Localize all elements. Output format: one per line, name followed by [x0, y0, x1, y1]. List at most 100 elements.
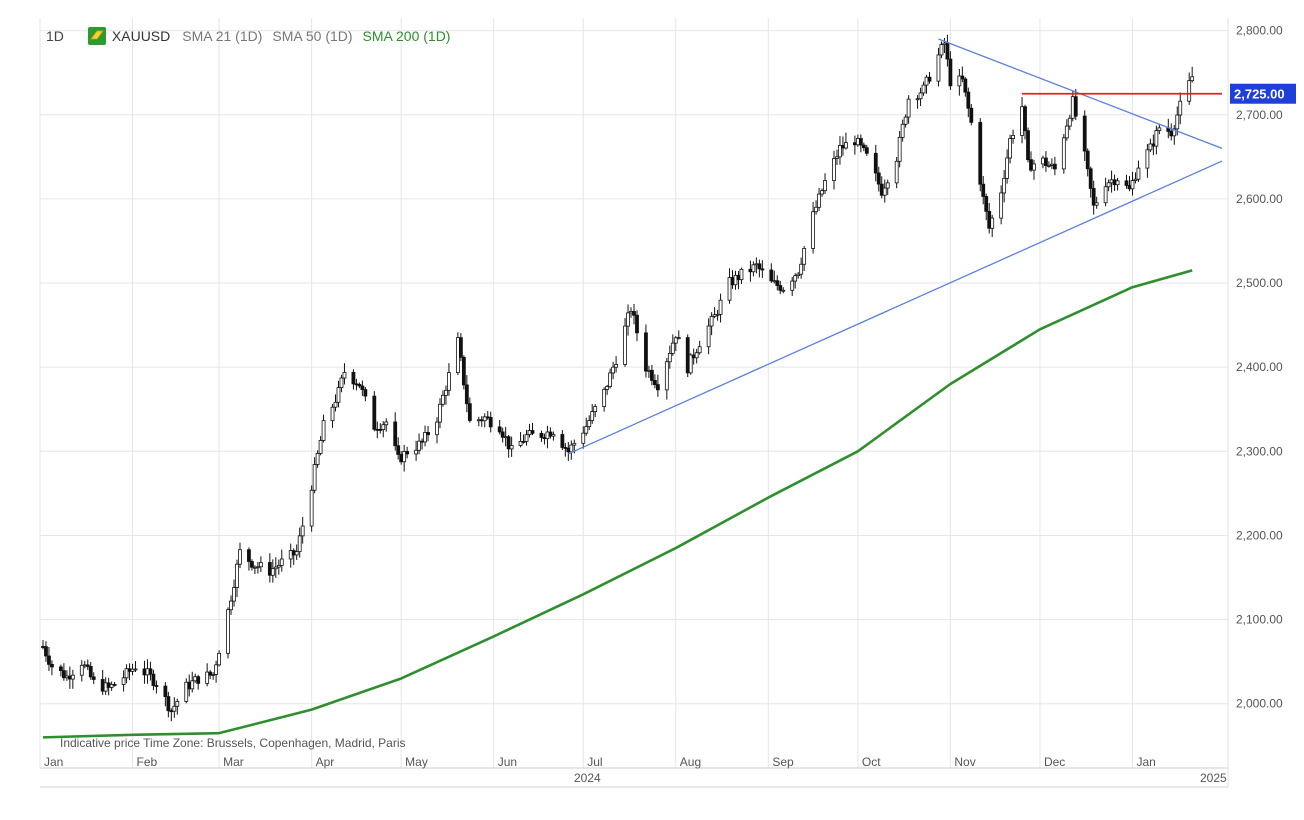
candle — [927, 72, 932, 84]
candle-body — [166, 696, 171, 712]
candle-body — [1085, 150, 1090, 170]
candle — [960, 66, 965, 83]
candle-body — [485, 416, 490, 419]
candle — [103, 677, 108, 695]
candle — [918, 87, 923, 106]
candle-body — [1178, 100, 1183, 116]
candle — [924, 74, 929, 94]
candle — [879, 176, 884, 199]
candle-body — [566, 447, 571, 453]
sma200-line — [42, 269, 1193, 739]
candle-body — [1061, 137, 1066, 170]
candle — [405, 446, 410, 459]
candle-body — [441, 394, 445, 405]
candle-body — [399, 454, 404, 463]
candle-body — [530, 430, 535, 434]
candle — [1085, 148, 1090, 177]
candle-body — [524, 434, 529, 442]
candle-body — [697, 346, 702, 354]
candle — [151, 669, 156, 691]
candle-body — [650, 369, 654, 381]
candle-body — [438, 403, 442, 423]
candle-body — [238, 549, 242, 565]
candle — [1151, 134, 1156, 156]
candle — [814, 200, 818, 215]
candle — [333, 394, 338, 412]
candle-body — [864, 147, 869, 154]
sma21-label[interactable]: SMA 21 (1D) — [182, 28, 263, 44]
sma50-label[interactable]: SMA 50 (1D) — [272, 28, 353, 44]
candle-body — [984, 196, 989, 212]
candle — [966, 87, 971, 118]
x-tick-label: Mar — [223, 755, 244, 769]
candle-body — [688, 354, 693, 374]
sma200-label[interactable]: SMA 200 (1D) — [362, 28, 451, 44]
candle-body — [193, 676, 198, 682]
candle-body — [587, 420, 592, 427]
symbol-label[interactable]: XAUUSD — [111, 28, 171, 44]
candle — [1052, 156, 1057, 176]
candle — [417, 433, 421, 455]
candle-body — [1172, 128, 1177, 137]
candle — [426, 426, 430, 442]
candle — [360, 380, 365, 396]
gold-bar-icon — [87, 27, 106, 45]
candle — [58, 664, 63, 677]
candle — [291, 548, 296, 565]
candle-body — [1011, 135, 1015, 139]
candle — [461, 355, 466, 390]
candle — [372, 391, 377, 432]
candle-body — [861, 144, 866, 149]
candle-body — [718, 299, 723, 315]
candle — [420, 438, 424, 450]
candle-body — [655, 384, 660, 391]
candle-body — [1130, 180, 1135, 190]
candle — [423, 425, 427, 447]
candle — [587, 415, 592, 431]
candle-layer — [41, 34, 1195, 722]
candle — [1070, 91, 1075, 122]
candle — [790, 277, 795, 297]
candle-body — [647, 369, 651, 372]
candle — [375, 421, 380, 439]
candle — [336, 380, 341, 408]
candle-body — [309, 489, 314, 527]
candle-body — [548, 431, 553, 437]
candle-body — [1157, 127, 1162, 131]
candle — [238, 542, 242, 569]
candle — [527, 423, 532, 438]
candle-body — [664, 361, 669, 391]
candle-body — [921, 84, 926, 94]
candle — [1154, 125, 1159, 155]
candle-body — [694, 352, 699, 359]
candle-body — [417, 440, 421, 451]
candle-body — [91, 676, 96, 680]
candle — [673, 336, 678, 352]
candle — [1026, 127, 1030, 163]
candle-body — [503, 436, 508, 439]
candle — [876, 166, 881, 192]
x-tick-label: Jun — [498, 755, 517, 769]
candle — [885, 179, 890, 195]
candle — [1133, 172, 1138, 184]
candle — [1008, 134, 1013, 164]
candle-body — [1187, 80, 1192, 102]
candle-body — [378, 429, 383, 431]
candle-body — [232, 587, 236, 602]
candle-body — [706, 325, 711, 348]
interval-label[interactable]: 1D — [46, 28, 64, 44]
candle — [1032, 159, 1036, 180]
candle-body — [1154, 130, 1159, 147]
candle — [858, 134, 863, 153]
candle — [378, 423, 383, 434]
candle-body — [1029, 159, 1033, 171]
candle — [906, 95, 911, 124]
candle-body — [297, 535, 302, 553]
candle-body — [751, 264, 756, 273]
candle-body — [276, 565, 281, 568]
candle-body — [855, 138, 860, 146]
candle — [915, 95, 920, 109]
candle-body — [790, 280, 795, 291]
